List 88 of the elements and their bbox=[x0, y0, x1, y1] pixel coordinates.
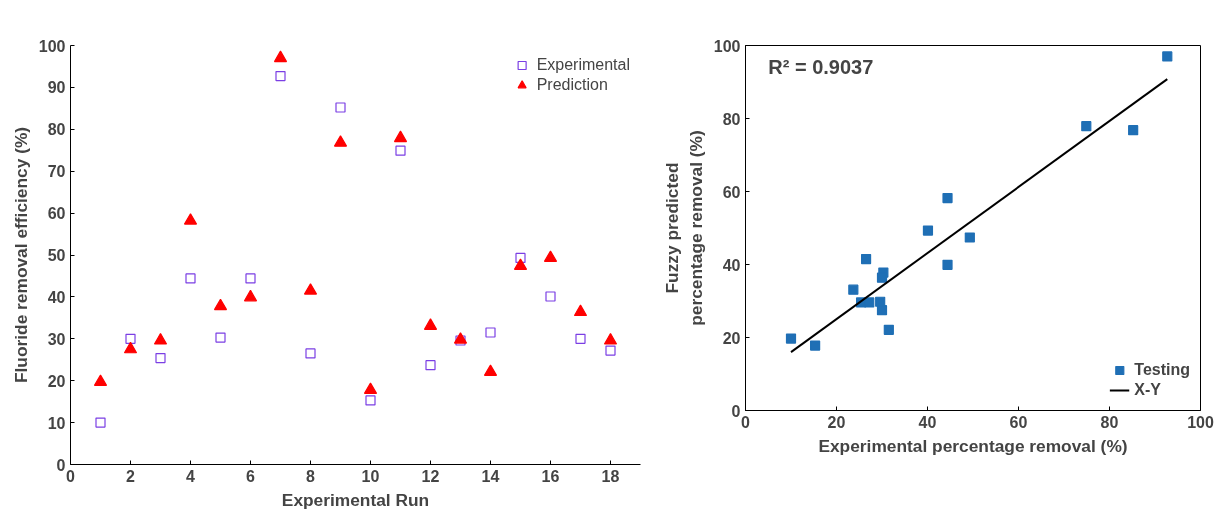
point bbox=[363, 382, 378, 394]
point bbox=[425, 360, 436, 371]
y-tick-label: 30 bbox=[47, 330, 66, 348]
point bbox=[335, 102, 346, 113]
point bbox=[183, 213, 198, 225]
point bbox=[942, 259, 953, 270]
y-tick-label: 100 bbox=[713, 37, 741, 55]
y-axis-title: Fluoride removal efficiency (%) bbox=[10, 126, 31, 384]
y-tick-label: 80 bbox=[722, 110, 741, 128]
x-tick-label: 10 bbox=[361, 467, 380, 485]
point bbox=[93, 374, 108, 387]
point bbox=[785, 333, 797, 344]
x-tick-label: 60 bbox=[1009, 413, 1028, 431]
y-tick-label: 60 bbox=[47, 205, 66, 223]
point bbox=[543, 250, 558, 262]
x-axis-title: Experimental Run bbox=[281, 489, 430, 510]
point bbox=[273, 50, 288, 63]
point bbox=[365, 395, 376, 406]
point bbox=[245, 273, 256, 284]
y-tick-label: 40 bbox=[47, 288, 66, 306]
x-tick-label: 14 bbox=[481, 467, 500, 485]
point bbox=[393, 130, 408, 143]
y-tick-label: 100 bbox=[38, 37, 66, 55]
point bbox=[395, 145, 406, 156]
point bbox=[1081, 121, 1092, 132]
point bbox=[155, 352, 166, 364]
x-tick-label: 16 bbox=[541, 467, 560, 485]
point bbox=[922, 225, 934, 236]
legend-label: X-Y bbox=[1134, 381, 1161, 399]
y-tick-label: 50 bbox=[47, 247, 66, 264]
point bbox=[483, 364, 498, 376]
point bbox=[603, 332, 618, 345]
point bbox=[876, 272, 888, 283]
x-tick-label: 100 bbox=[1187, 413, 1214, 431]
x-tick-label: 18 bbox=[601, 467, 620, 485]
point bbox=[153, 332, 168, 345]
y-tick-label: 20 bbox=[722, 329, 741, 347]
x-tick-label: 2 bbox=[126, 467, 136, 485]
x-tick-label: 80 bbox=[1100, 413, 1119, 431]
point bbox=[1128, 125, 1139, 136]
annotation: R² = 0.9037 bbox=[768, 56, 874, 79]
point bbox=[243, 289, 258, 302]
point bbox=[875, 296, 886, 307]
point bbox=[545, 291, 556, 302]
point bbox=[513, 258, 528, 270]
y-tick-label: 0 bbox=[56, 456, 66, 474]
point bbox=[515, 252, 526, 264]
point bbox=[215, 332, 226, 343]
x-tick-label: 8 bbox=[306, 467, 316, 485]
point bbox=[423, 318, 438, 330]
point bbox=[848, 284, 859, 295]
point bbox=[333, 135, 348, 147]
x-tick-label: 4 bbox=[186, 467, 196, 485]
point bbox=[573, 304, 588, 317]
y-tick-label: 20 bbox=[47, 372, 66, 390]
y-axis-title: Fuzzy predicted percentage removal (%) bbox=[661, 130, 706, 326]
point bbox=[860, 253, 872, 265]
x-axis-title: Experimental percentage removal (%) bbox=[818, 435, 1128, 456]
legend-label: Testing bbox=[1134, 361, 1190, 379]
point bbox=[213, 298, 228, 311]
point bbox=[942, 192, 953, 204]
y-tick-label: 40 bbox=[722, 256, 741, 274]
point bbox=[123, 341, 138, 354]
point bbox=[605, 345, 616, 356]
point bbox=[275, 70, 286, 82]
legend-label: Prediction bbox=[536, 76, 608, 94]
point bbox=[303, 283, 318, 295]
y-tick-label: 80 bbox=[47, 121, 66, 139]
point bbox=[95, 417, 106, 428]
point bbox=[864, 297, 875, 308]
y-tick-label: 0 bbox=[731, 402, 741, 420]
point bbox=[575, 333, 586, 344]
x-tick-label: 20 bbox=[827, 413, 846, 431]
point bbox=[883, 324, 894, 335]
y-tick-label: 70 bbox=[47, 163, 66, 181]
point bbox=[305, 348, 316, 359]
point bbox=[810, 340, 821, 351]
point bbox=[485, 327, 496, 338]
y-tick-label: 90 bbox=[47, 79, 66, 97]
point bbox=[125, 333, 136, 344]
point bbox=[185, 273, 196, 284]
x-tick-label: 12 bbox=[421, 467, 440, 485]
legend-label: Experimental bbox=[536, 56, 630, 74]
y-tick-label: 60 bbox=[722, 183, 741, 201]
x-tick-label: 40 bbox=[918, 413, 937, 431]
x-tick-label: 6 bbox=[246, 467, 256, 485]
point bbox=[1162, 51, 1173, 62]
point bbox=[964, 232, 975, 243]
